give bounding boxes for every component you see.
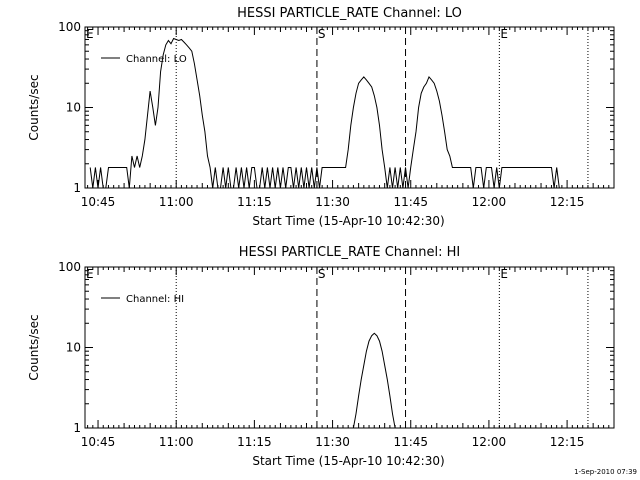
legend-label: Channel: LO	[126, 54, 187, 65]
x-tick-label: 12:15	[550, 435, 585, 449]
plot-frame	[84, 266, 615, 429]
hi-channel-panel: HESSI PARTICLE_RATE Channel: HI 1 10 100 10:…	[27, 245, 615, 468]
series-line	[352, 332, 396, 429]
time-marker-label: E	[86, 267, 94, 281]
footer-timestamp: 1-Sep-2010 07:39	[574, 468, 637, 476]
time-marker-label: E	[500, 267, 508, 281]
x-tick-label: 11:30	[315, 435, 350, 449]
y-axis-label: Counts/sec	[27, 314, 41, 380]
y-tick-label: 1	[73, 421, 81, 435]
legend-label: Channel: HI	[126, 294, 184, 305]
series-line	[89, 37, 560, 189]
y-tick-label: 100	[58, 20, 81, 34]
y-axis-label: Counts/sec	[27, 74, 41, 140]
x-tick-label: 12:15	[550, 195, 585, 209]
time-marker-label: E	[500, 27, 508, 41]
chart-title: HESSI PARTICLE_RATE Channel: LO	[237, 6, 462, 21]
x-tick-label: 11:00	[159, 195, 194, 209]
x-axis-label: Start Time (15-Apr-10 10:42:30)	[252, 214, 444, 228]
x-tick-label: 12:00	[472, 195, 507, 209]
x-tick-label: 11:15	[237, 435, 272, 449]
time-marker-label: S	[318, 267, 326, 281]
x-tick-label: 11:45	[393, 435, 428, 449]
time-marker-label: E	[86, 27, 94, 41]
time-marker-label: S	[318, 27, 326, 41]
lo-channel-panel: HESSI PARTICLE_RATE Channel: LO 1 10 100 10:…	[27, 6, 615, 228]
x-axis-label: Start Time (15-Apr-10 10:42:30)	[252, 454, 444, 468]
y-tick-label: 1	[73, 181, 81, 195]
chart-title: HESSI PARTICLE_RATE Channel: HI	[239, 245, 460, 260]
x-tick-label: 11:00	[159, 435, 194, 449]
y-tick-label: 100	[58, 260, 81, 274]
x-tick-label: 11:15	[237, 195, 272, 209]
y-tick-label: 10	[66, 101, 81, 115]
y-tick-label: 10	[66, 341, 81, 355]
x-tick-label: 12:00	[472, 435, 507, 449]
x-tick-label: 10:45	[81, 195, 116, 209]
x-tick-label: 11:30	[315, 195, 350, 209]
x-tick-label: 10:45	[81, 435, 116, 449]
x-tick-label: 11:45	[393, 195, 428, 209]
